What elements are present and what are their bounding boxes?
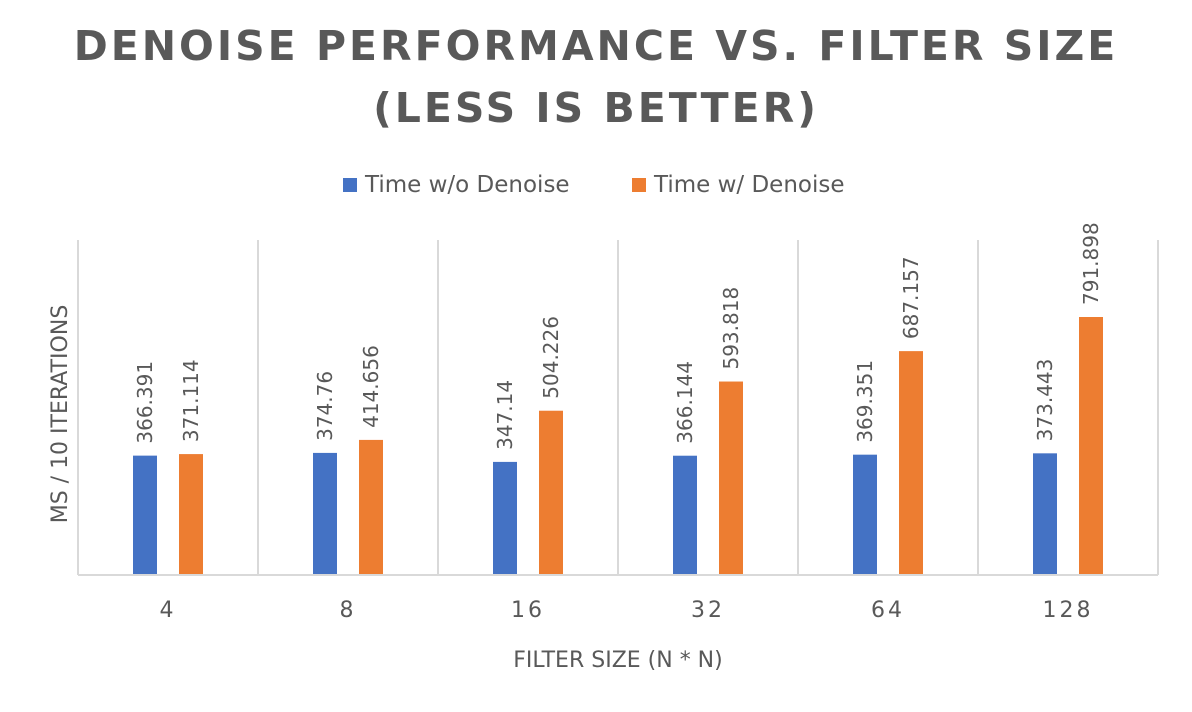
data-label-series-2-32: 593.818 xyxy=(719,287,743,370)
data-label-series-2-128: 791.898 xyxy=(1079,222,1103,305)
bar-series-2-8 xyxy=(359,439,383,575)
data-label-series-2-16: 504.226 xyxy=(539,316,563,399)
bar-series-1-32 xyxy=(673,455,697,575)
x-tick-label-128: 128 xyxy=(1043,598,1094,623)
bar-series-2-4 xyxy=(179,454,203,575)
data-label-series-1-128: 373.443 xyxy=(1033,359,1057,442)
data-label-series-2-64: 687.157 xyxy=(899,256,923,339)
x-tick-label-16: 16 xyxy=(511,598,545,623)
data-label-series-1-8: 374.76 xyxy=(313,371,337,441)
legend-swatch-series-1 xyxy=(343,178,357,192)
data-label-series-2-8: 414.656 xyxy=(359,345,383,428)
x-tick-label-8: 8 xyxy=(340,598,357,623)
legend-item-series-2: Time w/ Denoise xyxy=(632,170,845,200)
x-tick-label-32: 32 xyxy=(691,598,725,623)
data-label-series-1-32: 366.144 xyxy=(673,361,697,444)
legend-label-series-1: Time w/o Denoise xyxy=(365,172,570,198)
bar-series-1-4 xyxy=(133,455,157,575)
x-tick-label-64: 64 xyxy=(871,598,905,623)
chart-legend: Time w/o Denoise Time w/ Denoise xyxy=(0,170,1192,200)
grid-lines xyxy=(77,240,1159,575)
bar-series-2-32 xyxy=(719,381,743,575)
y-axis-title: MS / 10 ITERATIONS xyxy=(48,305,73,524)
x-tick-label-4: 4 xyxy=(160,598,177,623)
chart-title-line-1: DENOISE PERFORMANCE VS. FILTER SIZE xyxy=(73,22,1119,70)
x-axis: 4 8 16 32 64 128 xyxy=(78,574,1158,623)
data-label-series-1-16: 347.14 xyxy=(493,380,517,450)
data-label-series-1-64: 369.351 xyxy=(853,360,877,443)
bar-series-1-64 xyxy=(853,454,877,575)
bar-series-1-128 xyxy=(1033,453,1057,575)
legend-label-series-2: Time w/ Denoise xyxy=(654,172,845,198)
data-labels: 366.391 371.114 374.76 414.656 347.14 504.226… xyxy=(133,222,1103,450)
x-axis-title: FILTER SIZE (N * N) xyxy=(513,648,722,673)
bars xyxy=(133,317,1103,575)
bar-series-1-16 xyxy=(493,461,517,575)
bar-series-1-8 xyxy=(313,452,337,575)
bar-series-2-64 xyxy=(899,351,923,575)
bar-series-2-16 xyxy=(539,410,563,575)
chart-title-line-2: (LESS IS BETTER) xyxy=(373,84,819,132)
legend-item-series-1: Time w/o Denoise xyxy=(343,170,570,200)
data-label-series-2-4: 371.114 xyxy=(179,359,203,442)
bar-series-2-128 xyxy=(1079,317,1103,575)
legend-swatch-series-2 xyxy=(632,178,646,192)
data-label-series-1-4: 366.391 xyxy=(133,361,157,444)
